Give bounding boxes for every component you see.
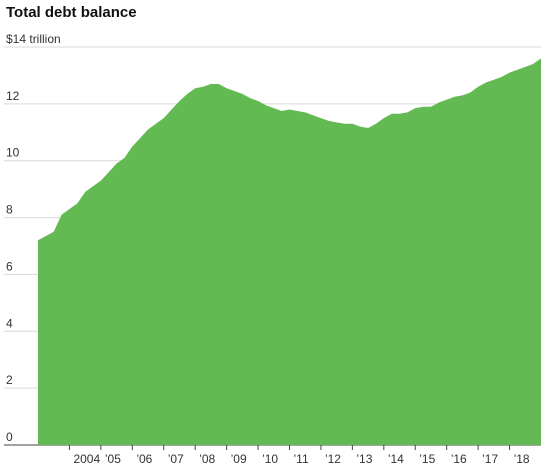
y-tick-label: 12 xyxy=(6,89,20,103)
x-tick-label: ’14 xyxy=(388,452,404,466)
x-tick-label: ’16 xyxy=(451,452,467,466)
x-tick-label: ’15 xyxy=(419,452,435,466)
y-tick-label: 4 xyxy=(6,316,13,330)
y-tick-label: 8 xyxy=(6,203,13,217)
debt-balance-area xyxy=(38,58,541,446)
area-series xyxy=(38,58,541,446)
x-tick-label: ’12 xyxy=(325,452,341,466)
x-axis-ticks: 2004 ’05 ’06 ’07 ’08 ’09 ’10 ’11 ’12 ’13 ’14 ’15 ’16… xyxy=(68,445,530,466)
x-tick-label: ’07 xyxy=(168,452,184,466)
y-tick-label: $14 trillion xyxy=(6,32,61,46)
y-tick-label: 10 xyxy=(6,146,20,160)
x-tick-label: ’10 xyxy=(262,452,278,466)
chart-title: Total debt balance xyxy=(6,4,137,21)
x-tick-label: ’06 xyxy=(136,452,152,466)
y-tick-label: 6 xyxy=(6,259,13,273)
y-tick-label: 2 xyxy=(6,373,13,387)
x-tick-label: ’18 xyxy=(514,452,530,466)
x-tick-label: 2004 xyxy=(73,452,100,466)
x-tick-label: ’11 xyxy=(294,452,309,466)
y-axis-ticks: 0 2 4 6 8 10 12 $14 trillion xyxy=(6,32,61,444)
x-tick-label: ’13 xyxy=(356,452,372,466)
y-tick-label: 0 xyxy=(6,430,13,444)
x-tick-label: ’09 xyxy=(231,452,247,466)
x-tick-label: ’17 xyxy=(482,452,498,466)
x-tick-label: ’08 xyxy=(199,452,215,466)
x-tick-label: ’05 xyxy=(105,452,121,466)
